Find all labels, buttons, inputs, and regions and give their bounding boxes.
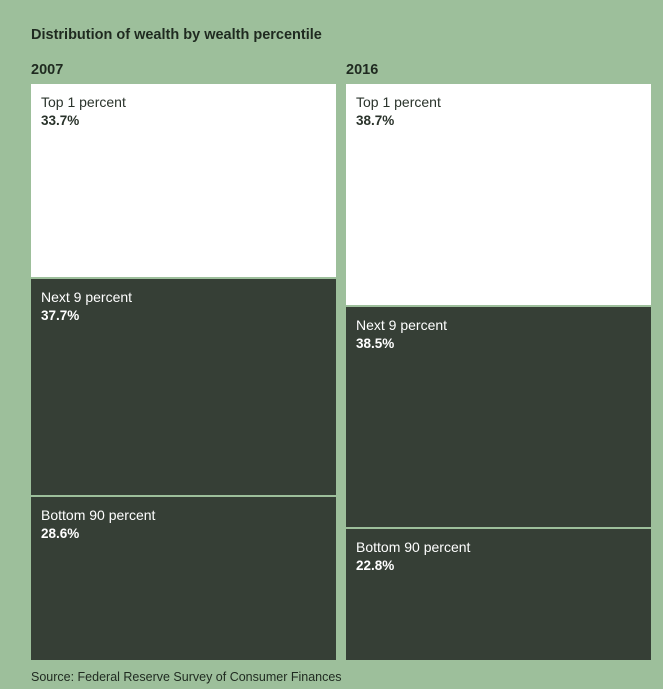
source-note: Source: Federal Reserve Survey of Consum… — [31, 670, 342, 684]
segment-label: Bottom 90 percent — [41, 507, 156, 523]
column-year-label: 2007 — [31, 62, 64, 78]
segment-value: 38.7% — [356, 113, 395, 128]
segment-top-1-percent: Top 1 percent 33.7% — [31, 84, 336, 277]
segment-next-9-percent: Next 9 percent 37.7% — [31, 279, 336, 495]
segment-label: Top 1 percent — [356, 94, 441, 110]
segment-bottom-90-percent: Bottom 90 percent 28.6% — [31, 497, 336, 660]
segment-value: 38.5% — [356, 336, 395, 351]
segment-label: Next 9 percent — [41, 289, 133, 305]
segment-label: Top 1 percent — [41, 94, 126, 110]
stacked-column-2007: Top 1 percent 33.7% Next 9 percent 37.7% Bot… — [31, 84, 336, 660]
segment-value: 28.6% — [41, 526, 80, 541]
segment-top-1-percent: Top 1 percent 38.7% — [346, 84, 651, 305]
chart-title: Distribution of wealth by wealth percent… — [31, 27, 322, 43]
stacked-column-2016: Top 1 percent 38.7% Next 9 percent 38.5% Bot… — [346, 84, 651, 660]
segment-value: 37.7% — [41, 308, 80, 323]
segment-next-9-percent: Next 9 percent 38.5% — [346, 307, 651, 527]
segment-bottom-90-percent: Bottom 90 percent 22.8% — [346, 529, 651, 660]
column-year-label: 2016 — [346, 62, 379, 78]
segment-label: Bottom 90 percent — [356, 539, 471, 555]
segment-label: Next 9 percent — [356, 317, 448, 333]
segment-value: 22.8% — [356, 558, 395, 573]
segment-value: 33.7% — [41, 113, 80, 128]
